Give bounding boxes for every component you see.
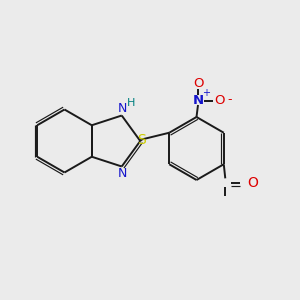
Text: O: O xyxy=(247,176,258,190)
Text: N: N xyxy=(118,102,127,116)
Text: H: H xyxy=(127,98,136,108)
Text: N: N xyxy=(118,167,127,180)
Text: +: + xyxy=(202,88,210,98)
Text: O: O xyxy=(193,76,203,90)
Text: S: S xyxy=(137,133,146,146)
Text: -: - xyxy=(227,93,232,106)
Text: N: N xyxy=(192,94,204,107)
Text: O: O xyxy=(214,94,225,107)
